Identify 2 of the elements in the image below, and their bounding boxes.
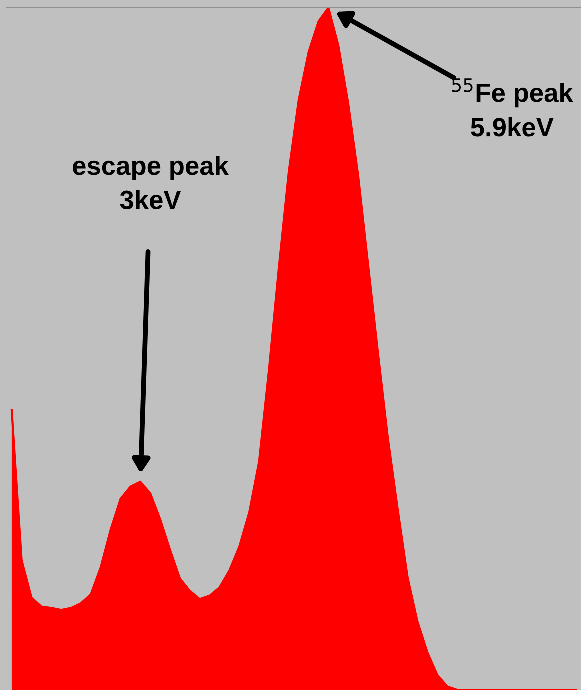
annotation: escape peak 3keV bbox=[73, 156, 230, 210]
annotation: $^{55}$Fe peak 5.9keV bbox=[452, 78, 574, 137]
